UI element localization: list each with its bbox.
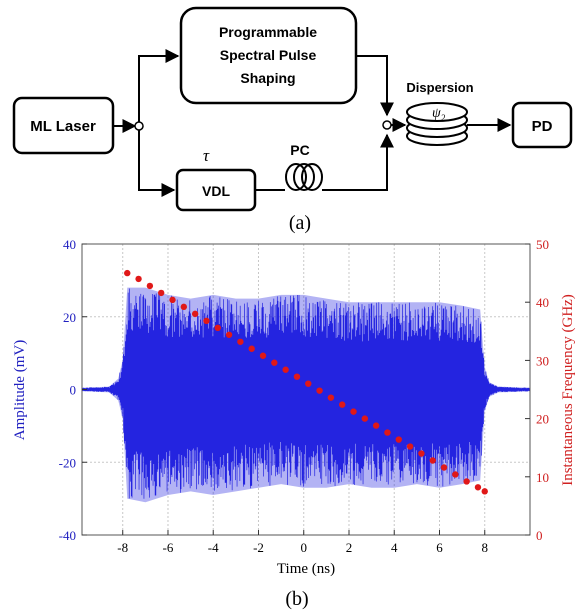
frequency-point bbox=[157, 289, 165, 297]
amplitude-envelope bbox=[82, 287, 530, 503]
dispersion-psi-subscript: 2 bbox=[441, 113, 446, 123]
pc-to-combiner-arrow bbox=[322, 133, 394, 191]
x-tick-label: 2 bbox=[346, 540, 353, 555]
output-combiner bbox=[382, 120, 392, 130]
frequency-point bbox=[418, 450, 425, 457]
left-y-tick-label: 20 bbox=[63, 310, 76, 325]
input-coupler bbox=[134, 121, 144, 131]
frequency-point bbox=[452, 471, 459, 478]
frequency-point bbox=[481, 488, 488, 495]
frequency-point bbox=[327, 394, 335, 401]
pd-label: PD bbox=[532, 118, 553, 135]
frequency-point bbox=[124, 269, 131, 277]
x-tick-label: -6 bbox=[163, 540, 174, 555]
frequency-point bbox=[474, 484, 482, 491]
frequency-point bbox=[395, 436, 402, 443]
frequency-point bbox=[372, 422, 380, 429]
left-y-tick-label: -40 bbox=[59, 528, 76, 543]
frequency-point bbox=[271, 359, 278, 366]
left-axis-label: Amplitude (mV) bbox=[12, 340, 28, 440]
frequency-point bbox=[169, 296, 176, 304]
frequency-point bbox=[146, 282, 154, 290]
x-tick-label: 4 bbox=[391, 540, 398, 555]
right-y-tick-label: 0 bbox=[536, 528, 543, 543]
caption-a: (a) bbox=[289, 212, 311, 234]
pc-label: PC bbox=[290, 142, 309, 158]
right-y-tick-label: 20 bbox=[536, 412, 549, 427]
x-tick-label: 8 bbox=[481, 540, 488, 555]
frequency-point bbox=[429, 457, 436, 464]
frequency-point bbox=[463, 478, 470, 485]
vdl-label: VDL bbox=[202, 183, 230, 199]
frequency-point bbox=[203, 317, 210, 325]
x-tick-label: -8 bbox=[117, 540, 128, 555]
photodetector-block bbox=[511, 101, 573, 149]
amplitude-series bbox=[81, 287, 530, 503]
ml-laser-label: ML Laser bbox=[30, 118, 96, 135]
right-y-tick-label: 30 bbox=[536, 353, 549, 368]
frequency-point bbox=[305, 380, 312, 387]
dispersion-label: Dispersion bbox=[406, 80, 473, 95]
block-diagram: ML Laser Programmable Spectral Pulse Sha… bbox=[12, 6, 573, 234]
lower-path-arrow bbox=[138, 130, 176, 197]
frequency-point bbox=[406, 443, 414, 450]
frequency-point bbox=[135, 275, 142, 283]
caption-b: (b) bbox=[285, 588, 308, 610]
polarization-controller-icon bbox=[285, 163, 323, 191]
frequency-series bbox=[124, 269, 488, 495]
shaper-label-line2: Spectral Pulse bbox=[220, 47, 317, 63]
frequency-point bbox=[214, 324, 221, 332]
shaper-to-combiner-arrow bbox=[356, 55, 394, 117]
amplitude-waveform bbox=[81, 288, 530, 499]
frequency-point bbox=[259, 352, 267, 359]
right-axis-label: Instantaneous Frequency (GHz) bbox=[560, 294, 576, 486]
frequency-point bbox=[248, 345, 255, 352]
frequency-point bbox=[350, 408, 357, 415]
shaper-label-line3: Shaping bbox=[240, 70, 295, 86]
frequency-point bbox=[293, 373, 301, 380]
delay-tau-label: τ bbox=[203, 146, 210, 165]
dispersion-psi-symbol: ψ2 bbox=[432, 106, 446, 123]
frequency-point bbox=[225, 331, 233, 338]
x-axis-label: Time (ns) bbox=[277, 561, 335, 577]
frequency-point bbox=[361, 415, 369, 422]
dispersion-psi: ψ bbox=[432, 106, 441, 121]
right-y-tick-label: 50 bbox=[536, 237, 549, 252]
frequency-point bbox=[384, 429, 391, 436]
left-y-tick-label: 40 bbox=[63, 237, 76, 252]
upper-path-arrow bbox=[138, 49, 180, 122]
x-tick-label: 6 bbox=[436, 540, 443, 555]
frequency-point bbox=[339, 401, 346, 408]
x-tick-label: -4 bbox=[208, 540, 219, 555]
frequency-point bbox=[282, 366, 289, 373]
frequency-point bbox=[191, 310, 199, 318]
shaper-label-line1: Programmable bbox=[219, 24, 317, 40]
frequency-point bbox=[440, 464, 448, 471]
x-tick-label: 0 bbox=[300, 540, 307, 555]
right-y-tick-label: 10 bbox=[536, 470, 549, 485]
dispersion-spool-icon bbox=[406, 102, 468, 146]
x-tick-label: -2 bbox=[253, 540, 264, 555]
frequency-point bbox=[316, 387, 323, 394]
frequency-point bbox=[180, 303, 188, 311]
left-y-tick-label: -20 bbox=[59, 455, 76, 470]
frequency-point bbox=[237, 338, 244, 345]
left-y-tick-label: 0 bbox=[70, 383, 77, 398]
right-y-tick-label: 40 bbox=[536, 295, 549, 310]
